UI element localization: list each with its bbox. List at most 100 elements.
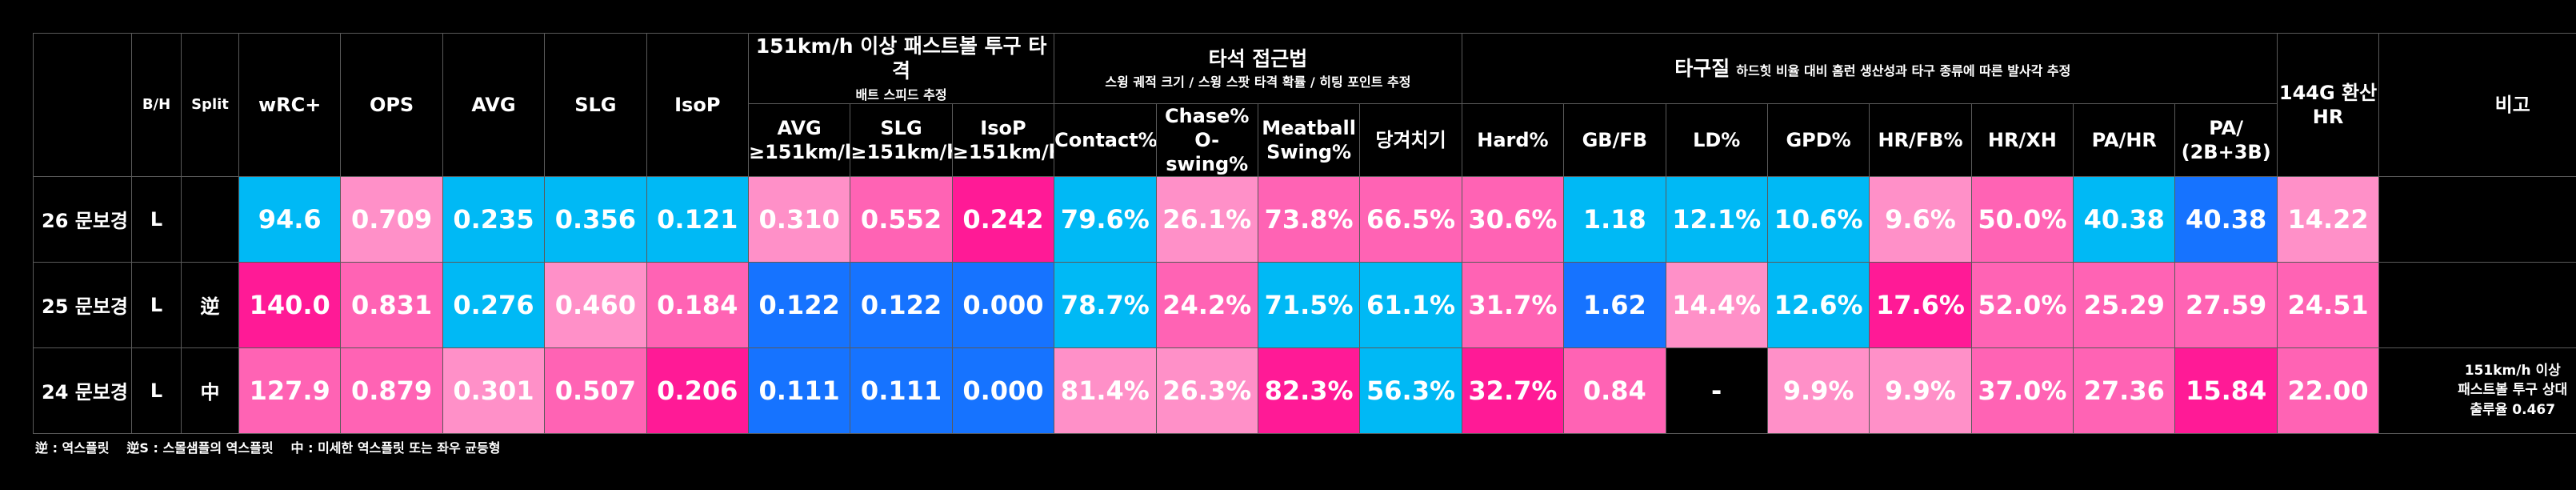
stat-cell: 9.9%	[1766, 347, 1870, 434]
label-line: ≥151km/h	[850, 140, 953, 163]
column-header: GPD%	[1766, 102, 1870, 177]
stat-cell: 40.38	[2174, 175, 2278, 263]
label-line: (2B+3B)	[2181, 140, 2271, 163]
stat-cell: -	[1665, 347, 1768, 434]
player-name: 24 문보경	[33, 347, 132, 434]
stat-cell: 37.0%	[1970, 347, 2074, 434]
stat-cell: 0.122	[747, 261, 851, 348]
column-header: AVG	[442, 33, 546, 177]
stat-cell: 0.111	[747, 347, 851, 434]
column-header: Hard%	[1461, 102, 1565, 177]
stat-cell: 0.235	[442, 175, 546, 263]
group-title: 타석 접근법	[1208, 46, 1308, 70]
group-header: 타석 접근법 스윙 궤적 크기 / 스윙 스팟 타격 확률 / 히팅 포인트 추정	[1054, 33, 1462, 104]
stat-cell: 9.9%	[1869, 347, 1972, 434]
label-line: PA/	[2209, 116, 2244, 139]
column-header: IsoP	[646, 33, 749, 177]
stat-cell: 0.111	[850, 347, 953, 434]
label-line: 151km/h 이상	[2464, 362, 2561, 379]
footnote-item: 逆 : 역스플릿	[35, 440, 110, 456]
label-line: Swing%	[1266, 140, 1352, 163]
column-header: 당겨치기	[1359, 102, 1462, 177]
stat-cell: 32.7%	[1461, 347, 1565, 434]
stat-cell: 26.3%	[1155, 347, 1258, 434]
stat-cell: 0.507	[544, 347, 647, 434]
label-line: ≥151km/h	[748, 140, 850, 163]
column-header: AVG ≥151km/h	[747, 102, 851, 177]
split: 中	[181, 347, 239, 434]
label-line: O-swing%	[1166, 128, 1249, 175]
stat-cell: 17.6%	[1869, 261, 1972, 348]
stat-cell: 73.8%	[1257, 175, 1361, 263]
stat-cell: 25.29	[2073, 261, 2176, 348]
group-subtitle: 하드힛 비율 대비 홈런 생산성과 타구 종류에 따른 발사각 추정	[1736, 62, 2071, 78]
label-line: IsoP	[674, 93, 721, 116]
label-line: GPD%	[1786, 128, 1851, 151]
stat-cell: 27.36	[2073, 347, 2176, 434]
note	[2378, 261, 2576, 348]
header-row: B/H Split wRC+ OPS AVG SLG IsoP 151km/h 이상 패스트볼…	[33, 33, 2576, 177]
column-header: OPS	[340, 33, 443, 177]
column-header: HR/XH	[1970, 102, 2074, 177]
stat-cell: 0.206	[646, 347, 749, 434]
label-line: AVG	[777, 116, 822, 139]
stat-cell: 81.4%	[1054, 347, 1157, 434]
label-line: 출루율 0.467	[2470, 401, 2556, 418]
player-name: 26 문보경	[33, 175, 132, 263]
label-line: HR	[2312, 105, 2344, 128]
stat-cell: 66.5%	[1359, 175, 1462, 263]
stat-cell: 50.0%	[1970, 175, 2074, 263]
stat-cell: 24.51	[2276, 261, 2380, 348]
label-line: HR/XH	[1987, 128, 2057, 151]
stat-cell: 9.6%	[1869, 175, 1972, 263]
label-line: 비고	[2494, 93, 2530, 116]
stat-cell: 71.5%	[1257, 261, 1361, 348]
stat-cell: 0.122	[850, 261, 953, 348]
stat-cell: 12.6%	[1766, 261, 1870, 348]
stat-cell: 0.184	[646, 261, 749, 348]
label-line: AVG	[471, 93, 516, 116]
stat-cell: 0.84	[1563, 347, 1666, 434]
stat-cell: 40.38	[2073, 175, 2176, 263]
data-row: 26 문보경 L 94.6 0.709 0.235 0.356 0.121 0.310 0.55…	[33, 175, 2576, 263]
stat-cell: 0.000	[951, 261, 1055, 348]
stat-cell: 0.301	[442, 347, 546, 434]
label-line: Meatball	[1262, 116, 1356, 139]
group-title: 타구질	[1674, 56, 1730, 80]
note: 151km/h 이상 패스트볼 투구 상대 출루율 0.467	[2378, 347, 2576, 434]
column-header: HR/FB%	[1869, 102, 1972, 177]
label-line: OPS	[369, 93, 414, 116]
column-header: PA/HR	[2073, 102, 2176, 177]
stat-cell: 26.1%	[1155, 175, 1258, 263]
stat-cell: 140.0	[238, 261, 342, 348]
label-line: LD%	[1693, 128, 1741, 151]
stat-cell: 14.22	[2276, 175, 2380, 263]
column-header: SLG	[544, 33, 647, 177]
column-header: 비고	[2378, 33, 2576, 177]
column-header: Chase% O-swing%	[1155, 102, 1258, 177]
bh: L	[131, 261, 182, 348]
group-title: 151km/h 이상 패스트볼 투구 타격	[755, 34, 1047, 83]
table-head: B/H Split wRC+ OPS AVG SLG IsoP 151km/h 이상 패스트볼…	[33, 33, 2576, 177]
header-cell: B/H	[131, 33, 182, 177]
data-row: 24 문보경 L 中 127.9 0.879 0.301 0.507 0.206 0.111 0.…	[33, 347, 2576, 434]
stat-cell: 30.6%	[1461, 175, 1565, 263]
stat-cell: 82.3%	[1257, 347, 1361, 434]
label-line: IsoP	[980, 116, 1026, 139]
stat-cell: 78.7%	[1054, 261, 1157, 348]
player-name: 25 문보경	[33, 261, 132, 348]
header-cell	[33, 33, 132, 177]
split: 逆	[181, 261, 239, 348]
column-header: Contact%	[1054, 102, 1157, 177]
column-header: IsoP ≥151km/h	[951, 102, 1055, 177]
bh: L	[131, 175, 182, 263]
stat-cell: 31.7%	[1461, 261, 1565, 348]
stat-cell: 61.1%	[1359, 261, 1462, 348]
stat-cell: 0.879	[340, 347, 443, 434]
label-line: Hard%	[1477, 128, 1549, 151]
label-line: GB/FB	[1582, 128, 1648, 151]
label-line: Contact%	[1054, 128, 1157, 151]
stat-cell: 0.276	[442, 261, 546, 348]
label-line: 당겨치기	[1375, 128, 1446, 151]
label-line: HR/FB%	[1878, 128, 1963, 151]
